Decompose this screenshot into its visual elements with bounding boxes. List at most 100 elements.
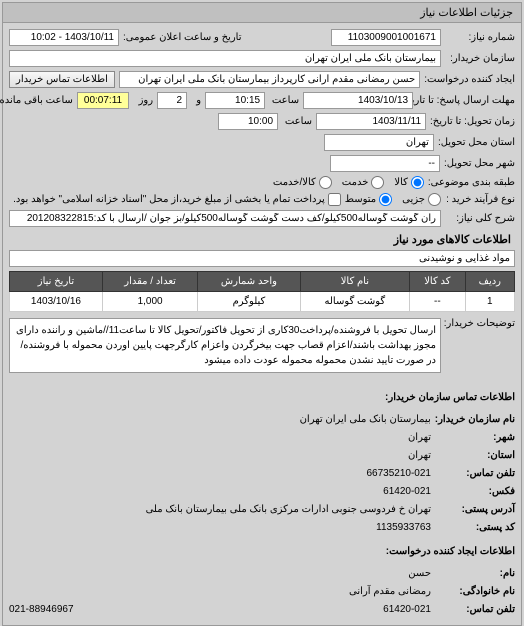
- row-item-category: [9, 250, 515, 267]
- contact-addr-label: آدرس پستی:: [435, 501, 515, 519]
- radio-medium-label[interactable]: متوسط: [345, 193, 392, 206]
- timer-remaining: 00:07:11: [77, 92, 129, 109]
- td-item-name: گوشت گوساله: [300, 292, 410, 312]
- row-process: نوع فرآیند خرید : جزیی متوسط پرداخت تمام…: [9, 193, 515, 206]
- contact-info-button[interactable]: اطلاعات تماس خریدار: [9, 71, 115, 88]
- radio-goods-service-label[interactable]: کالا/خدمت: [273, 176, 332, 189]
- req-fax-value: 021-88946967: [9, 601, 74, 619]
- radio-goods[interactable]: [411, 176, 424, 189]
- contact-org-value: بیمارستان بانک ملی ایران تهران: [300, 411, 431, 429]
- label-response-deadline: مهلت ارسال پاسخ: تا تاریخ:: [417, 95, 515, 106]
- radio-goods-service[interactable]: [319, 176, 332, 189]
- radio-medium[interactable]: [379, 193, 392, 206]
- th-item-code: کد کالا: [410, 272, 466, 292]
- contact-city-value: تهران: [408, 429, 431, 447]
- contact-phone-label: تلفن تماس:: [435, 465, 515, 483]
- row-need-desc: شرح کلی نیاز:: [9, 210, 515, 227]
- contact-fax-label: فکس:: [435, 483, 515, 501]
- row-delivery-date: زمان تحویل: تا تاریخ: ساعت: [9, 113, 515, 130]
- field-delivery-province: [324, 134, 434, 151]
- th-need-date: تاریخ نیاز: [10, 272, 103, 292]
- field-announce-date: [9, 29, 119, 46]
- details-panel: جزئیات اطلاعات نیاز شماره نیاز: تاریخ و …: [2, 2, 522, 626]
- contact-postal-line: کد پستی: 1135933763: [9, 519, 515, 537]
- label-requester: ایجاد کننده درخواست:: [424, 74, 515, 85]
- req-name-value: حسن: [408, 565, 431, 583]
- checkbox-treasury[interactable]: [328, 193, 341, 206]
- label-delivery-hour-lbl: ساعت: [282, 116, 312, 127]
- radio-group-category: کالا خدمت کالا/خدمت: [273, 176, 424, 189]
- requester-title: اطلاعات ایجاد کننده درخواست:: [9, 543, 515, 561]
- row-requester: ایجاد کننده درخواست: اطلاعات تماس خریدار: [9, 71, 515, 88]
- td-row: 1: [465, 292, 514, 312]
- form-body: شماره نیاز: تاریخ و ساعت اعلان عمومی: سا…: [3, 23, 521, 383]
- label-buyer-org: سازمان خریدار:: [445, 53, 515, 64]
- th-item-name: نام کالا: [300, 272, 410, 292]
- label-hour: ساعت: [269, 95, 299, 106]
- contact-province-value: تهران: [408, 447, 431, 465]
- req-lastname-label: نام خانوادگی:: [435, 583, 515, 601]
- row-buyer-desc: توضیحات خریدار: ارسال تحویل با فروشنده/پ…: [9, 318, 515, 373]
- radio-group-process: جزیی متوسط: [345, 193, 441, 206]
- contact-section: اطلاعات تماس سازمان خریدار: نام سازمان خ…: [3, 383, 521, 625]
- table-row: 1 -- گوشت گوساله کیلوگرم 1,000 1403/10/1…: [10, 292, 515, 312]
- th-row: ردیف: [465, 272, 514, 292]
- row-response-deadline: مهلت ارسال پاسخ: تا تاریخ: ساعت و روز 00…: [9, 92, 515, 109]
- label-announce-date: تاریخ و ساعت اعلان عمومی:: [123, 32, 242, 43]
- field-days-left: [157, 92, 187, 109]
- label-category: طبقه بندی موضوعی:: [428, 177, 515, 188]
- req-phone-label: تلفن تماس:: [435, 601, 515, 619]
- contact-phone-line: تلفن تماس: 66735210-021: [9, 465, 515, 483]
- radio-service-label[interactable]: خدمت: [342, 176, 385, 189]
- contact-phone-value: 66735210-021: [366, 465, 431, 483]
- contact-postal-value: 1135933763: [376, 519, 431, 537]
- field-buyer-desc: ارسال تحویل با فروشنده/پرداخت30کاری از ت…: [9, 318, 441, 373]
- field-requester: [119, 71, 420, 88]
- contact-fax-value: 61420-021: [383, 483, 431, 501]
- field-delivery-date: [316, 113, 426, 130]
- contact-addr-value: تهران خ فردوسی جنوبی ادارات مرکزی بانک م…: [146, 501, 431, 519]
- field-buyer-org: [9, 50, 441, 67]
- field-delivery-hour: [218, 113, 278, 130]
- contact-org-line: نام سازمان خریدار: بیمارستان بانک ملی ای…: [9, 411, 515, 429]
- field-request-number: [331, 29, 441, 46]
- contact-province-line: استان: تهران: [9, 447, 515, 465]
- label-process: نوع فرآیند خرید :: [445, 194, 515, 205]
- row-delivery-province: استان محل تحویل:: [9, 134, 515, 151]
- req-phone-line: تلفن تماس: 61420-021 021-88946967: [9, 601, 515, 619]
- radio-minor-label[interactable]: جزیی: [402, 193, 441, 206]
- req-phone-value: 61420-021: [383, 601, 431, 619]
- contact-postal-label: کد پستی:: [435, 519, 515, 537]
- checkbox-treasury-label[interactable]: پرداخت تمام یا بخشی از مبلغ خرید،از محل …: [13, 193, 341, 206]
- radio-minor[interactable]: [428, 193, 441, 206]
- row-buyer-org: سازمان خریدار:: [9, 50, 515, 67]
- radio-goods-label[interactable]: کالا: [394, 176, 424, 189]
- field-response-hour: [205, 92, 265, 109]
- field-delivery-city: [330, 155, 440, 172]
- td-order-unit: کیلوگرم: [198, 292, 300, 312]
- req-name-label: نام:: [435, 565, 515, 583]
- label-and: و: [191, 95, 201, 106]
- field-response-date: [303, 92, 413, 109]
- label-day: روز: [133, 95, 153, 106]
- label-delivery-date: زمان تحویل: تا تاریخ:: [430, 116, 515, 127]
- row-request-number: شماره نیاز: تاریخ و ساعت اعلان عمومی:: [9, 29, 515, 46]
- label-buyer-desc: توضیحات خریدار:: [445, 318, 515, 329]
- contact-fax-line: فکس: 61420-021: [9, 483, 515, 501]
- field-item-category: [9, 250, 515, 267]
- radio-service[interactable]: [371, 176, 384, 189]
- th-order-unit: واحد شمارش: [198, 272, 300, 292]
- td-item-code: --: [410, 292, 466, 312]
- label-delivery-city: شهر محل تحویل:: [444, 158, 515, 169]
- th-qty: تعداد / مقدار: [102, 272, 197, 292]
- req-lastname-line: نام خانوادگی: رمضانی مقدم آرانی: [9, 583, 515, 601]
- contact-city-label: شهر:: [435, 429, 515, 447]
- contact-title: اطلاعات تماس سازمان خریدار:: [9, 389, 515, 407]
- label-need-desc: شرح کلی نیاز:: [445, 213, 515, 224]
- table-header-row: ردیف کد کالا نام کالا واحد شمارش تعداد /…: [10, 272, 515, 292]
- contact-org-label: نام سازمان خریدار:: [435, 411, 515, 429]
- field-need-desc: [9, 210, 441, 227]
- req-name-line: نام: حسن: [9, 565, 515, 583]
- contact-province-label: استان:: [435, 447, 515, 465]
- items-section-title: اطلاعات کالاهای مورد نیاز: [9, 233, 515, 246]
